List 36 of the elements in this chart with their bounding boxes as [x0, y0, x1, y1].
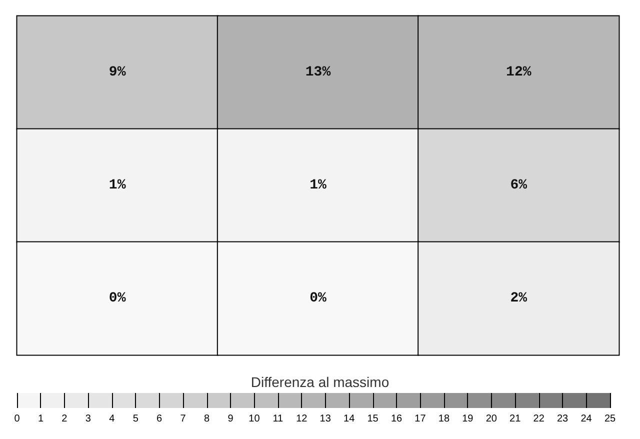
color-bar-label: 25 — [604, 414, 616, 424]
color-bar-label: 19 — [462, 414, 474, 424]
color-bar-label: 17 — [414, 414, 426, 424]
color-bar-label: 12 — [296, 414, 308, 424]
color-bar-label: 15 — [367, 414, 379, 424]
data-label: 0% — [108, 290, 126, 306]
data-label: 1% — [108, 178, 126, 194]
color-bar-label: 3 — [85, 414, 92, 424]
color-bar-label: 5 — [132, 414, 139, 424]
data-label: 12% — [506, 64, 532, 80]
color-bar-label: 2 — [62, 414, 68, 424]
color-bar-label: 22 — [533, 414, 545, 424]
color-bar-label: 24 — [580, 414, 592, 424]
color-bar-label: 4 — [109, 414, 116, 424]
color-bar-label: 0 — [14, 414, 20, 424]
color-bar-title: Differenza al massimo — [250, 374, 390, 390]
color-bar-label: 23 — [556, 414, 569, 424]
color-bar-label: 11 — [272, 414, 284, 424]
color-bar-label: 9 — [228, 414, 234, 424]
color-bar-label: 8 — [204, 414, 210, 424]
color-bar-label: 1 — [38, 414, 44, 424]
data-label: 2% — [510, 290, 528, 306]
data-label: 1% — [310, 178, 327, 194]
color-bar-label: 18 — [438, 414, 450, 424]
data-label: 0% — [310, 290, 327, 306]
color-bar-label: 16 — [390, 414, 403, 424]
color-bar-label: 10 — [248, 414, 260, 424]
color-bar-label: 21 — [510, 414, 522, 424]
color-bar-label: 13 — [320, 414, 332, 424]
color-bar-label: 7 — [180, 414, 186, 424]
data-label: 9% — [108, 64, 126, 80]
data-label: 6% — [510, 178, 528, 194]
data-label: 13% — [305, 64, 332, 80]
color-bar-label: 14 — [344, 414, 356, 424]
color-bar-label: 6 — [156, 414, 163, 424]
color-bar-label: 20 — [486, 414, 498, 424]
